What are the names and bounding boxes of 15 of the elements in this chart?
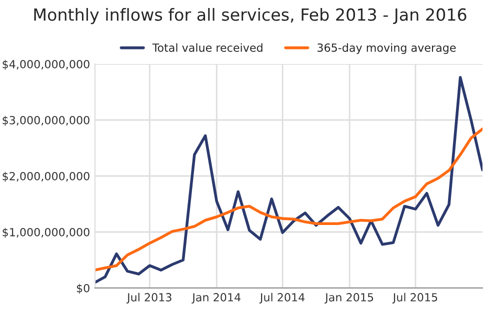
legend-label: Total value received bbox=[152, 43, 262, 52]
y-tick-label: $0 bbox=[76, 284, 90, 294]
x-tick-label: Jul 2013 bbox=[126, 292, 172, 304]
chart-title: Monthly inflows for all services, Feb 2013 - Jan 2016 bbox=[34, 8, 466, 24]
x-tick-label: Jan 2014 bbox=[192, 293, 240, 304]
y-tick-label: $3,000,000,000 bbox=[2, 116, 90, 126]
y-tick-label: $2,000,000,000 bbox=[2, 172, 90, 182]
y-tick-label: $4,000,000,000 bbox=[2, 60, 90, 70]
line-series bbox=[95, 76, 482, 284]
legend-label: 365-day moving average bbox=[318, 43, 456, 54]
x-tick-label: Jul 2015 bbox=[392, 292, 438, 304]
line-series bbox=[95, 128, 482, 272]
x-tick-label: Jan 2015 bbox=[324, 293, 374, 304]
y-tick-label: $1,000,000,000 bbox=[2, 228, 90, 238]
x-tick-label: Jul 2014 bbox=[259, 292, 305, 304]
